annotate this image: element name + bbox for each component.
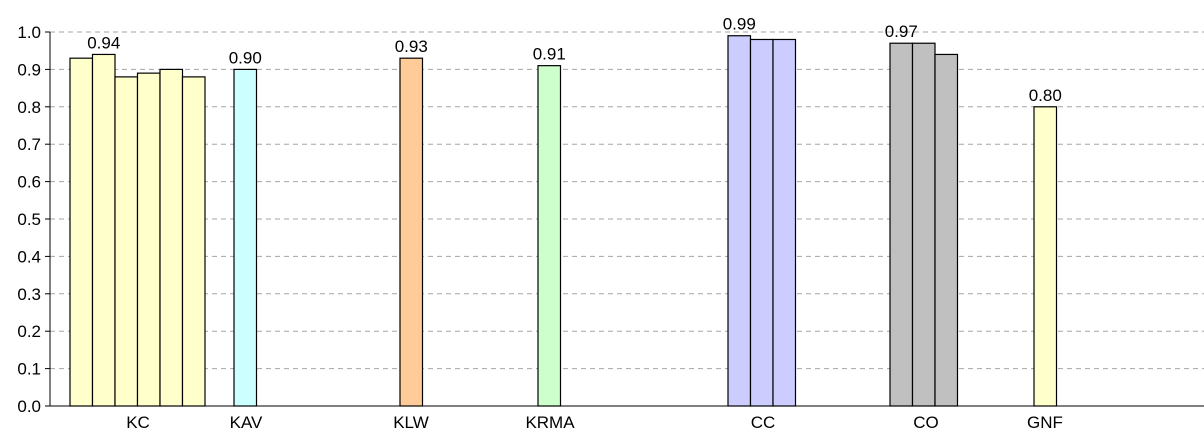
y-tick-label: 0.5 <box>17 210 41 229</box>
x-category-label: KLW <box>393 413 429 432</box>
bars <box>69 35 1058 407</box>
data-label-co: 0.97 <box>885 22 918 41</box>
data-label-gnf: 0.80 <box>1029 86 1062 105</box>
bar-kc <box>159 68 184 407</box>
labels: 0.0 0.1 0.2 0.3 0.4 0.5 0.6 0.7 0.8 0.9 1.0 0.94 0.9… <box>17 15 1063 432</box>
y-tick-label: 1.0 <box>17 23 41 42</box>
data-label-kc: 0.94 <box>87 33 120 52</box>
bar-cc <box>772 38 797 407</box>
bar-kc <box>91 53 116 407</box>
y-tick-label: 0.0 <box>17 397 41 416</box>
bar-kc <box>114 76 139 407</box>
y-tick-label: 0.4 <box>17 247 41 266</box>
bar-kav <box>233 68 258 407</box>
x-category-label: KC <box>126 413 150 432</box>
y-tick-label: 0.2 <box>17 322 41 341</box>
bar-cc <box>749 38 774 407</box>
bar-co <box>889 42 914 407</box>
data-label-krma: 0.91 <box>533 45 566 64</box>
bar-gnf <box>1033 106 1058 407</box>
y-tick-label: 0.3 <box>17 285 41 304</box>
y-tick-label: 0.6 <box>17 173 41 192</box>
y-tick-label: 0.8 <box>17 98 41 117</box>
bar-cc <box>727 35 752 407</box>
bar-co <box>911 42 936 407</box>
data-label-cc: 0.99 <box>723 15 756 34</box>
data-label-kav: 0.90 <box>229 48 262 67</box>
y-tick-label: 0.7 <box>17 135 41 154</box>
bar-klw <box>399 57 424 407</box>
gridlines <box>50 31 1204 370</box>
x-category-label: CO <box>913 413 939 432</box>
bar-kc <box>136 72 161 407</box>
x-category-label: GNF <box>1027 413 1063 432</box>
y-tick-label: 0.9 <box>17 60 41 79</box>
bar-kc <box>69 57 94 407</box>
x-category-label: KRMA <box>525 413 575 432</box>
data-label-klw: 0.93 <box>395 37 428 56</box>
y-tick-label: 0.1 <box>17 360 41 379</box>
x-category-label: KAV <box>230 413 263 432</box>
bar-krma <box>537 65 562 407</box>
bar-kc <box>181 76 206 407</box>
axes <box>45 31 1204 407</box>
bar-co <box>934 53 959 407</box>
x-category-label: CC <box>751 413 776 432</box>
